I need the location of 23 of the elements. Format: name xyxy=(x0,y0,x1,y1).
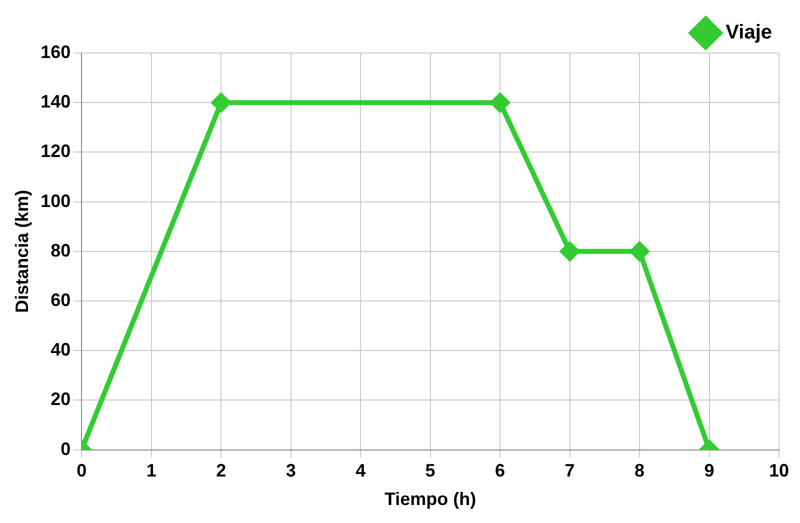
y-tick-label: 60 xyxy=(50,290,71,310)
x-tick-label: 0 xyxy=(76,460,87,481)
y-tick-label: 120 xyxy=(40,141,71,162)
x-tick-label: 10 xyxy=(768,460,790,481)
x-tick-label: 3 xyxy=(286,460,296,481)
y-tick-label: 160 xyxy=(40,42,71,62)
legend-label: Viaje xyxy=(726,22,772,44)
y-axis-title: Distancia (km) xyxy=(12,190,32,313)
x-tick-label: 2 xyxy=(216,460,226,481)
y-tick-label: 140 xyxy=(40,92,71,112)
y-tick-label: 80 xyxy=(50,240,71,260)
x-tick-label: 5 xyxy=(425,460,436,481)
x-tick-label: 6 xyxy=(495,460,506,481)
x-tick-label: 9 xyxy=(704,460,714,481)
y-tick-label: 40 xyxy=(50,340,71,360)
x-tick-label: 7 xyxy=(564,460,575,481)
x-tick-label: 4 xyxy=(356,460,366,481)
y-tick-label: 0 xyxy=(60,438,71,459)
y-tick-label: 100 xyxy=(40,190,71,211)
y-tick-label: 20 xyxy=(50,389,71,410)
x-axis-title: Tiempo (h) xyxy=(384,489,476,510)
x-tick-label: 1 xyxy=(146,460,156,481)
x-tick-label: 8 xyxy=(634,460,645,481)
